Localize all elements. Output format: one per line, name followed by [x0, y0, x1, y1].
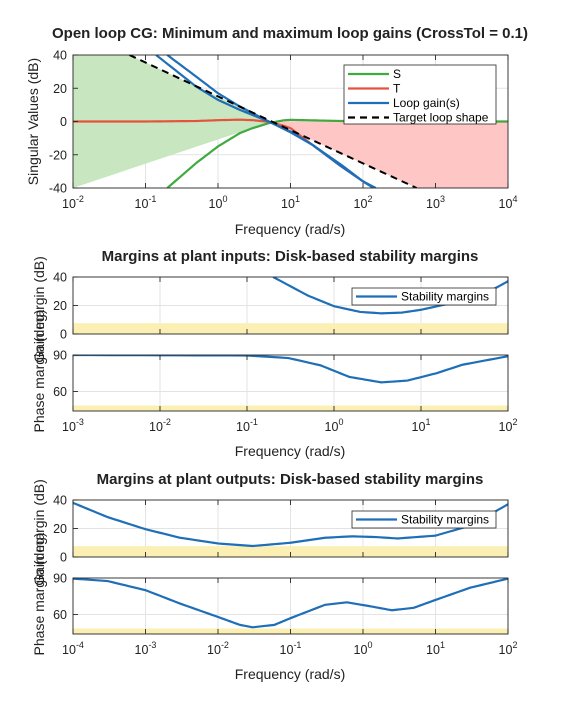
legend-label-1: T	[393, 82, 401, 96]
chart-open-loop: Open loop CG: Minimum and maximum loop g…	[25, 25, 528, 237]
y-tick-label: 40	[53, 49, 67, 63]
legend-label: Stability margins	[401, 290, 489, 304]
x-axis-label: Frequency (rad/s)	[235, 443, 345, 459]
x-tick-label: 102	[354, 194, 373, 211]
y-tick-label: 20	[53, 522, 67, 536]
x-axis-label: Frequency (rad/s)	[235, 221, 345, 237]
legend: Stability margins	[351, 287, 497, 306]
series-line-0	[73, 578, 508, 629]
series-line-3	[155, 55, 377, 188]
legend-box	[351, 510, 497, 529]
x-tick-label: 104	[499, 194, 518, 211]
x-tick-label: 10-4	[62, 640, 84, 657]
y-tick-label: 0	[60, 115, 67, 129]
legend-box	[351, 287, 497, 306]
phase-forbidden-band	[73, 405, 508, 411]
y-tick-label: 90	[53, 572, 67, 586]
x-tick-label: 100	[209, 194, 228, 211]
series-line-0	[73, 501, 508, 548]
x-tick-label: 101	[426, 640, 445, 657]
phase-y-axis-label: Phase margin (deg)	[31, 310, 47, 433]
gain-y-axis-label: Gain margin (dB)	[31, 479, 47, 586]
y-tick-label: 0	[60, 551, 67, 565]
legend-label-0: S	[393, 67, 401, 81]
x-tick-label: 100	[354, 640, 373, 657]
x-tick-label: 102	[499, 640, 518, 657]
phase-y-axis-label: Phase margin (deg)	[31, 533, 47, 656]
shaded-region-1	[271, 121, 508, 188]
chart-margins-2: Margins at plant outputs: Disk-based sta…	[31, 471, 517, 682]
y-axis-label: Singular Values (dB)	[25, 58, 41, 185]
x-tick-label: 10-1	[135, 194, 157, 211]
x-tick-label: 100	[325, 417, 344, 434]
y-tick-label: 40	[53, 494, 67, 508]
y-tick-label: 60	[53, 385, 67, 399]
axes-frame	[72, 354, 509, 412]
chart-title: Margins at plant inputs: Disk-based stab…	[102, 248, 479, 265]
x-tick-label: 10-2	[149, 417, 171, 434]
y-tick-label: 90	[53, 349, 67, 363]
gain-y-axis-label: Gain margin (dB)	[31, 256, 47, 363]
legend-label: Stability margins	[401, 513, 489, 527]
y-tick-label: 0	[60, 328, 67, 342]
gain-forbidden-band	[73, 323, 508, 334]
x-tick-label: 10-3	[135, 640, 157, 657]
legend: Stability margins	[351, 510, 497, 529]
x-tick-label: 103	[426, 194, 445, 211]
y-tick-label: -40	[49, 182, 67, 196]
chart-title: Open loop CG: Minimum and maximum loop g…	[52, 25, 528, 42]
x-tick-label: 10-2	[62, 194, 84, 211]
y-tick-label: 60	[53, 608, 67, 622]
x-tick-label: 10-3	[62, 417, 84, 434]
y-tick-label: -20	[49, 148, 67, 162]
legend-label-2: Loop gain(s)	[393, 96, 460, 110]
y-tick-label: 20	[53, 82, 67, 96]
y-tick-label: 20	[53, 299, 67, 313]
series-line-0	[73, 355, 508, 384]
gain-forbidden-band	[73, 546, 508, 557]
x-axis-label: Frequency (rad/s)	[235, 666, 345, 682]
x-tick-label: 10-1	[280, 640, 302, 657]
y-tick-label: 40	[53, 271, 67, 285]
x-tick-label: 10-2	[207, 640, 229, 657]
series-line-4	[128, 55, 418, 188]
x-tick-label: 10-1	[236, 417, 258, 434]
x-tick-label: 102	[499, 417, 518, 434]
legend-label-3: Target loop shape	[393, 111, 489, 125]
chart-margins-1: Margins at plant inputs: Disk-based stab…	[31, 248, 517, 459]
x-tick-label: 101	[281, 194, 300, 211]
chart-title: Margins at plant outputs: Disk-based sta…	[97, 471, 484, 488]
x-tick-label: 101	[412, 417, 431, 434]
